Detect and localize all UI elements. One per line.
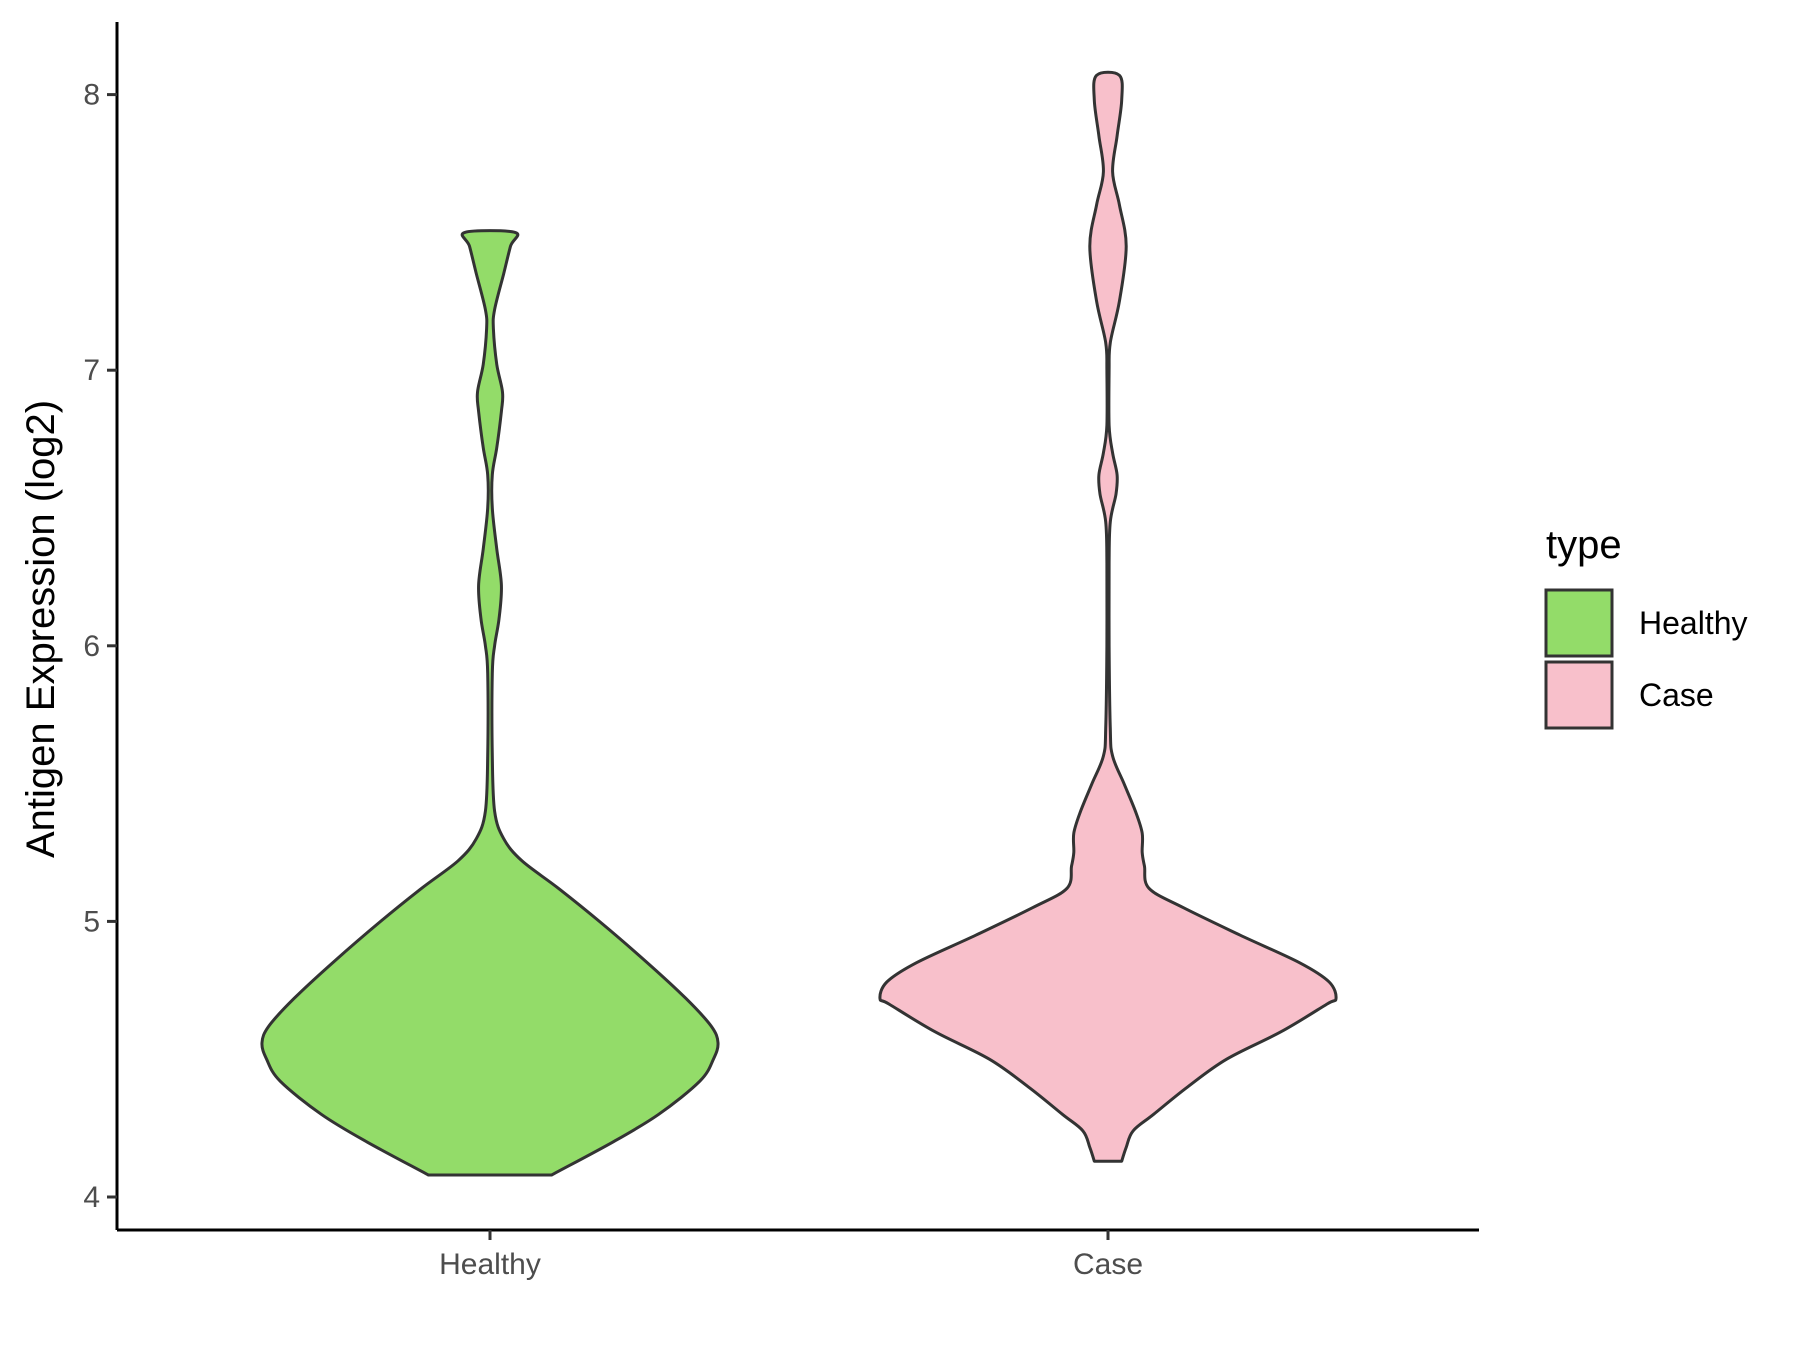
legend-swatch-healthy: [1544, 588, 1614, 658]
legend: type Healthy Case: [1544, 523, 1748, 730]
x-axis-ticks: Healthy Case: [439, 1230, 1143, 1281]
y-axis-ticks: 4 5 6 7 8: [83, 79, 117, 1214]
legend-items: Healthy Case: [1544, 588, 1748, 730]
violin-layer: [260, 70, 1338, 1177]
y-tick-label: 4: [83, 1181, 100, 1214]
y-tick-label: 5: [83, 905, 100, 938]
legend-label-healthy: Healthy: [1639, 605, 1748, 641]
y-tick-label: 8: [83, 79, 100, 112]
x-tick-label: Case: [1073, 1248, 1143, 1281]
y-tick-label: 7: [83, 354, 100, 387]
violin-case: [878, 70, 1338, 1163]
y-axis-title: Antigen Expression (log2): [19, 400, 63, 858]
y-tick-label: 6: [83, 630, 100, 663]
legend-label-case: Case: [1639, 677, 1714, 713]
x-tick-label: Healthy: [439, 1248, 541, 1281]
legend-swatch-case: [1544, 660, 1614, 730]
legend-title: type: [1546, 523, 1622, 567]
violin-healthy: [260, 229, 720, 1177]
